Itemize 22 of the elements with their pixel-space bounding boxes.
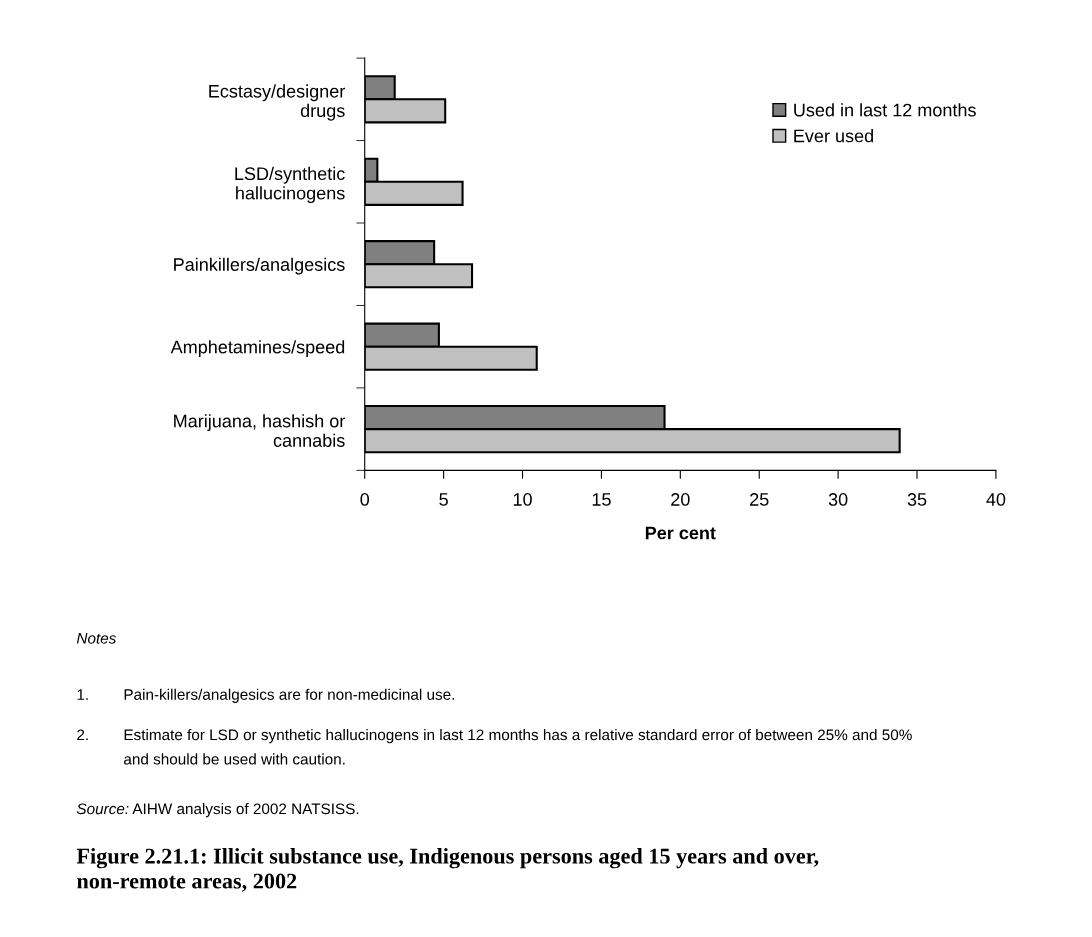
x-tick-label: 40: [986, 493, 1006, 506]
x-tick-label: 25: [750, 493, 769, 506]
y-tick-label: Amphetamines/speed: [170, 340, 345, 357]
y-tick-label: Ecstasy/designer drugs: [209, 84, 345, 121]
text: Notes: [76, 633, 117, 644]
text: 1. Pain-killers/analgesics are for non-medicinal use.: [77, 688, 455, 703]
x-axis-title: Per cent: [645, 526, 716, 540]
x-tick-label: 20: [671, 493, 690, 506]
legend-label: Used in last 12 months: [794, 103, 976, 117]
text: 2. Estimate for LSD or synthetic hallucinogens in last 12 months has a relative standard error of between 25% and 50% and should be used with caution.: [77, 728, 912, 765]
x-tick-label: 0: [360, 493, 370, 506]
y-tick-label: LSD/synthetic hallucinogens: [235, 166, 345, 204]
text: Figure 2.21.1: Illicit substance use, Indigenous persons aged 15 years and over, non-remote areas, 2002: [76, 847, 819, 892]
legend-label: Ever used: [794, 129, 873, 143]
x-tick-label: 30: [828, 493, 848, 506]
x-tick-label: 35: [907, 493, 927, 506]
x-tick-label: 15: [592, 493, 611, 506]
source-note: Source: AIHW analysis of 2002 NATSISS.: [76, 803, 359, 818]
y-tick-label: Painkillers/analgesics: [174, 257, 345, 275]
x-tick-label: 10: [513, 493, 532, 506]
y-tick-label: Marijuana, hashish or cannabis: [174, 414, 345, 447]
x-tick-label: 5: [439, 493, 448, 506]
